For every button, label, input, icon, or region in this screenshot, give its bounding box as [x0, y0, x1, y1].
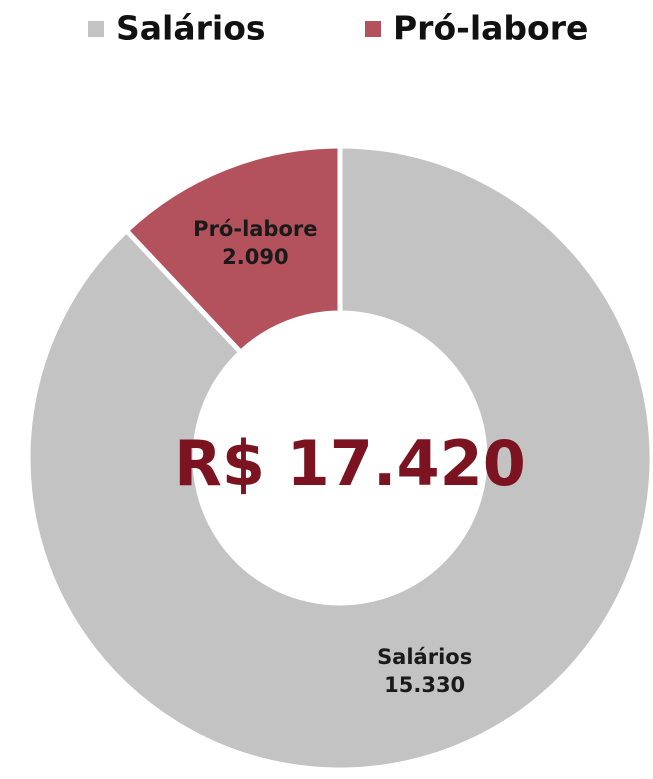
legend-swatch: [365, 21, 381, 37]
legend-label: Salários: [116, 9, 266, 48]
center-total: R$ 17.420: [174, 427, 526, 500]
data-label-name: Salários: [377, 645, 472, 669]
donut-slice: [25, 143, 653, 773]
legend-label: Pró-labore: [393, 9, 588, 48]
data-label-value: 15.330: [384, 673, 465, 697]
data-label-value: 2.090: [222, 245, 288, 269]
data-label-name: Pró-labore: [193, 217, 317, 241]
donut-slice: [122, 143, 343, 356]
legend-swatch: [88, 21, 104, 37]
